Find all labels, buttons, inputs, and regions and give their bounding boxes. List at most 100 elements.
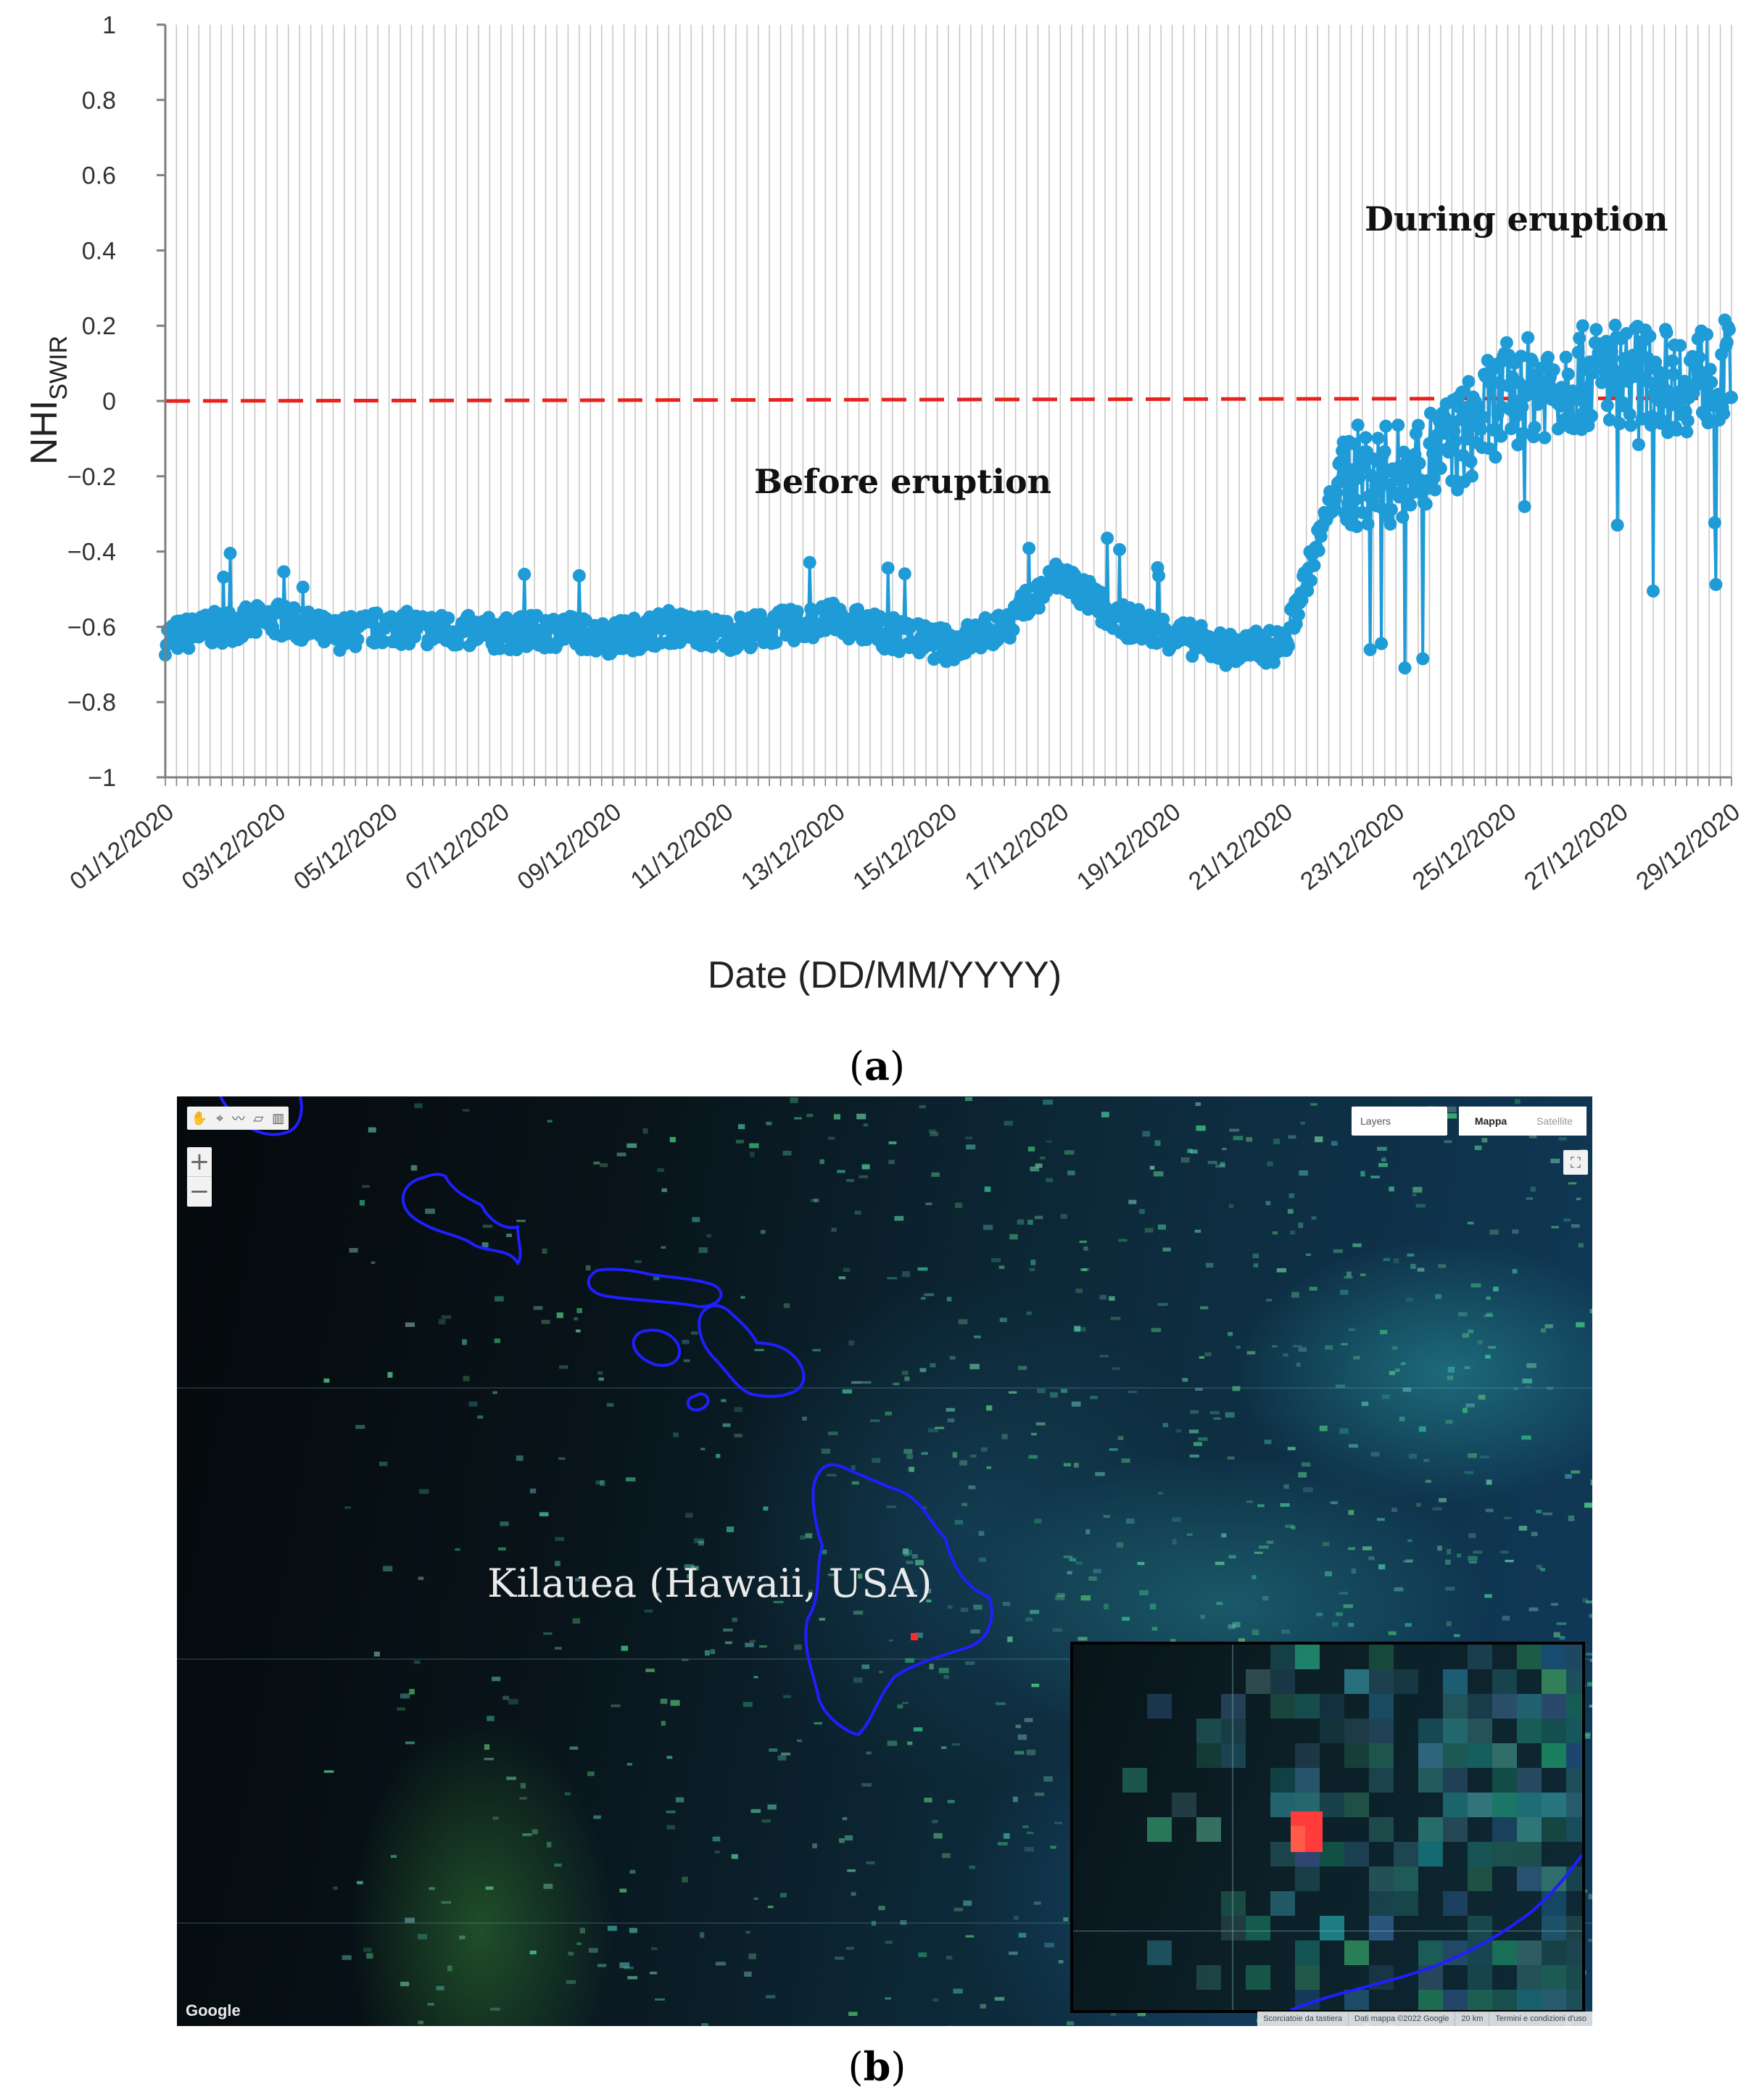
speckle <box>814 1198 819 1202</box>
speckle <box>626 1143 637 1149</box>
speckle <box>1298 1222 1304 1228</box>
data-point <box>1304 574 1317 587</box>
data-point <box>1587 365 1601 379</box>
map-type-map-button[interactable]: Mappa <box>1474 1115 1507 1127</box>
inset-pixel <box>1369 1867 1394 1891</box>
speckle <box>954 1202 963 1208</box>
speckle <box>835 1956 845 1960</box>
speckle <box>906 1454 914 1460</box>
data-point <box>296 580 310 594</box>
speckle <box>974 1335 981 1339</box>
data-point <box>1455 385 1469 399</box>
speckle <box>683 1359 690 1363</box>
data-point <box>452 637 466 651</box>
speckle <box>1481 1138 1488 1143</box>
speckle <box>701 2022 709 2026</box>
speckle <box>915 1560 924 1566</box>
speckle <box>484 1758 495 1761</box>
speckle <box>1009 1233 1018 1240</box>
speckle <box>986 1466 991 1469</box>
speckle <box>1298 1347 1307 1352</box>
speckle <box>917 1267 928 1271</box>
speckle <box>1418 1426 1426 1432</box>
map-type-satellite-button[interactable]: Satellite <box>1536 1115 1573 1127</box>
speckle <box>856 1113 866 1120</box>
speckle <box>373 1651 380 1657</box>
x-tick-label: 19/12/2020 <box>1072 798 1186 896</box>
speckle <box>1015 1724 1022 1729</box>
speckle <box>968 1485 976 1489</box>
data-point <box>1443 445 1457 459</box>
fullscreen-icon[interactable]: ⛶ <box>1563 1150 1588 1175</box>
inset-pixel <box>1295 1965 1320 1990</box>
speckle <box>1162 1423 1169 1428</box>
inset-pixel <box>1295 1743 1320 1768</box>
speckle <box>1064 1150 1075 1155</box>
data-point <box>1426 447 1440 460</box>
speckle <box>468 1401 478 1407</box>
speckle <box>1540 1568 1545 1571</box>
data-point <box>1448 434 1462 448</box>
speckle <box>508 1698 518 1705</box>
speckle <box>397 1707 405 1711</box>
speckle <box>1370 1175 1380 1178</box>
inset-pixel <box>1394 1891 1418 1916</box>
annotation-before-eruption: Before eruption <box>754 462 1051 501</box>
speckle <box>1488 1346 1496 1349</box>
speckle <box>935 1426 945 1429</box>
speckle <box>418 2020 424 2025</box>
speckle <box>1521 1435 1531 1440</box>
speckle <box>1049 1392 1058 1398</box>
kilauea-hotspot <box>911 1633 918 1640</box>
data-point <box>1460 432 1473 446</box>
y-tick-label: −0.6 <box>67 613 116 641</box>
speckle <box>1200 1306 1209 1310</box>
speckle <box>1399 1416 1405 1422</box>
speckle <box>495 1296 504 1302</box>
speckle <box>1149 1165 1155 1170</box>
inset-pixel <box>1246 1916 1270 1940</box>
speckle <box>1542 1512 1552 1516</box>
speckle <box>1465 1403 1476 1407</box>
inset-pixel <box>1566 1990 1582 2010</box>
speckle <box>459 1935 466 1940</box>
speckle <box>366 1953 373 1959</box>
marker-tool-icon[interactable]: ⌖ <box>215 1110 224 1126</box>
attrib-terms-link[interactable]: Termini e condizioni d'uso <box>1489 2012 1592 2026</box>
zoom-in-button[interactable]: + <box>189 1147 210 1176</box>
data-point <box>1416 652 1430 666</box>
drawing-tools[interactable]: ✋ ⌖ 〰 ▱ ▥ <box>187 1107 289 1130</box>
hand-tool-icon[interactable]: ✋ <box>191 1110 208 1126</box>
speckle <box>845 1946 854 1950</box>
speckle <box>932 1819 938 1824</box>
data-point <box>1291 608 1305 621</box>
speckle <box>1336 1384 1345 1389</box>
speckle <box>1339 1428 1349 1434</box>
speckle <box>871 1921 877 1926</box>
zoom-out-button[interactable]: − <box>187 1176 212 1206</box>
polygon-tool-icon[interactable]: ▱ <box>253 1110 264 1126</box>
y-tick-label: −1 <box>88 764 116 792</box>
rectangle-tool-icon[interactable]: ▥ <box>272 1110 285 1126</box>
speckle <box>1264 1439 1272 1444</box>
speckle <box>1137 2012 1146 2017</box>
speckle <box>1055 1595 1065 1600</box>
map-panel[interactable]: ✋ ⌖ 〰 ▱ ▥ + − Layers Mappa Satellite ⛶ K… <box>177 1096 1592 2026</box>
speckle <box>859 1175 868 1178</box>
speckle <box>1043 1776 1053 1782</box>
attrib-shortcuts-link[interactable]: Scorciatoie da tastiera <box>1263 2014 1342 2023</box>
speckle <box>1332 1621 1339 1626</box>
speckle <box>726 1526 735 1533</box>
speckle <box>400 1693 410 1699</box>
speckle <box>1468 1329 1474 1334</box>
inset-pixel <box>1369 1645 1394 1669</box>
inset-map <box>1073 1645 1582 2010</box>
line-tool-icon[interactable]: 〰 <box>231 1112 245 1127</box>
speckle <box>1468 1533 1476 1538</box>
inset-pixel <box>1517 1940 1542 1965</box>
layers-button[interactable]: Layers <box>1352 1107 1447 1136</box>
speckle <box>323 1770 334 1773</box>
speckle <box>516 1220 526 1223</box>
speckle <box>531 1829 538 1835</box>
inset-pixel <box>1468 1842 1492 1867</box>
